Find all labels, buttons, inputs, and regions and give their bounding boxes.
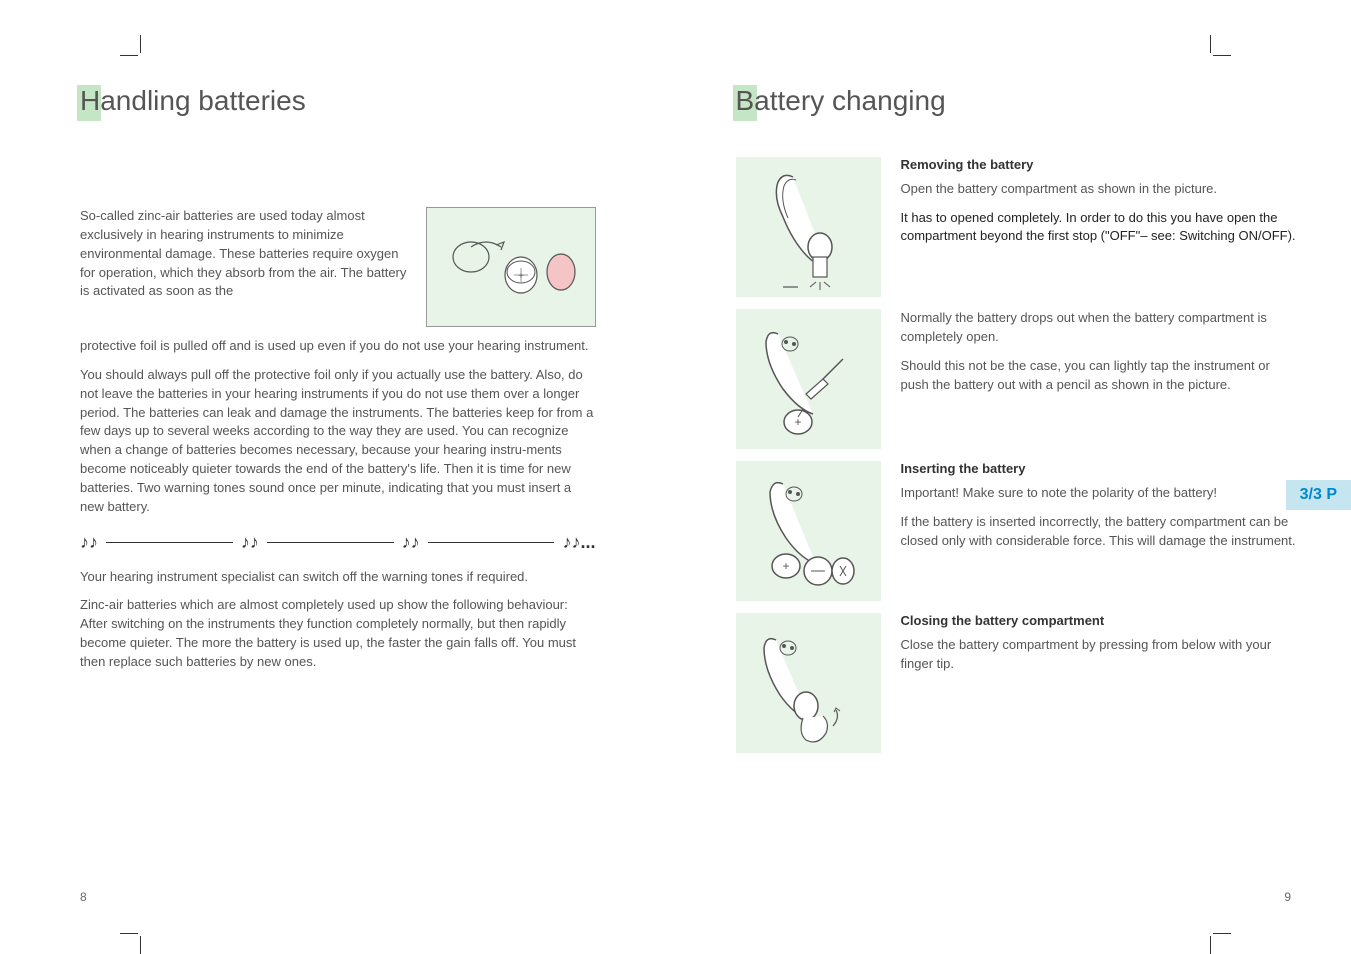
section-dropout: + Normally the battery drops out when th… bbox=[736, 309, 1302, 449]
dropout-p1: Normally the battery drops out when the … bbox=[901, 309, 1302, 347]
page-spread: Handling batteries So-called zinc-air ba… bbox=[0, 0, 1351, 954]
intro-cont: protective foil is pulled off and is use… bbox=[80, 337, 596, 356]
para3: Your hearing instrument specialist can s… bbox=[80, 568, 596, 587]
section-text: Removing the battery Open the battery co… bbox=[901, 157, 1302, 253]
right-page: Battery changing Removing the battery O bbox=[676, 0, 1351, 954]
left-page: Handling batteries So-called zinc-air ba… bbox=[0, 0, 676, 954]
inserting-p1: Important! Make sure to note the polarit… bbox=[901, 484, 1302, 503]
closing-p1: Close the battery compartment by pressin… bbox=[901, 636, 1302, 674]
warning-tone-diagram: ♪♪ ♪♪ ♪♪ ♪♪... bbox=[80, 532, 596, 553]
section-text: Normally the battery drops out when the … bbox=[901, 309, 1302, 404]
tone-line bbox=[106, 542, 233, 543]
section-removing: Removing the battery Open the battery co… bbox=[736, 157, 1302, 297]
page-number-left: 8 bbox=[80, 890, 87, 904]
right-content: Removing the battery Open the battery co… bbox=[736, 157, 1302, 753]
tone-line bbox=[267, 542, 394, 543]
para4: Zinc-air batteries which are almost comp… bbox=[80, 596, 596, 671]
dropout-p2: Should this not be the case, you can lig… bbox=[901, 357, 1302, 395]
svg-text:+: + bbox=[518, 271, 524, 282]
tone-icon: ♪♪... bbox=[562, 532, 595, 553]
removing-p1: Open the battery compartment as shown in… bbox=[901, 180, 1302, 199]
tone-icon: ♪♪ bbox=[80, 532, 98, 553]
inserting-p2: If the battery is inserted incorrectly, … bbox=[901, 513, 1302, 551]
section-closing: Closing the battery compartment Close th… bbox=[736, 613, 1302, 753]
battery-foil-illustration: + bbox=[426, 207, 596, 327]
heading-battery-changing: Battery changing bbox=[736, 85, 1302, 117]
sub-heading-closing: Closing the battery compartment bbox=[901, 613, 1302, 628]
illus-close-compartment bbox=[736, 613, 881, 753]
para2: You should always pull off the protectiv… bbox=[80, 366, 596, 517]
removing-p2: It has to opened completely. In order to… bbox=[901, 209, 1302, 245]
tone-icon: ♪♪ bbox=[402, 532, 420, 553]
side-label: 3/3 P bbox=[1286, 480, 1351, 510]
svg-text:+: + bbox=[794, 415, 801, 429]
intro-text: So-called zinc-air batteries are used to… bbox=[80, 207, 411, 317]
svg-text:+: + bbox=[782, 559, 789, 573]
illus-open-compartment bbox=[736, 157, 881, 297]
tone-line bbox=[428, 542, 555, 543]
tone-icon: ♪♪ bbox=[241, 532, 259, 553]
left-content: So-called zinc-air batteries are used to… bbox=[80, 207, 596, 672]
page-number-right: 9 bbox=[1284, 890, 1291, 904]
illus-insert-battery: + bbox=[736, 461, 881, 601]
section-text: Inserting the battery Important! Make su… bbox=[901, 461, 1302, 561]
heading-handling: Handling batteries bbox=[80, 85, 596, 117]
section-text: Closing the battery compartment Close th… bbox=[901, 613, 1302, 684]
section-inserting: + Inserting the battery Important! Make … bbox=[736, 461, 1302, 601]
intro-wrap: So-called zinc-air batteries are used to… bbox=[80, 207, 596, 327]
sub-heading-inserting: Inserting the battery bbox=[901, 461, 1302, 476]
sub-heading-removing: Removing the battery bbox=[901, 157, 1302, 172]
illus-tap-battery: + bbox=[736, 309, 881, 449]
